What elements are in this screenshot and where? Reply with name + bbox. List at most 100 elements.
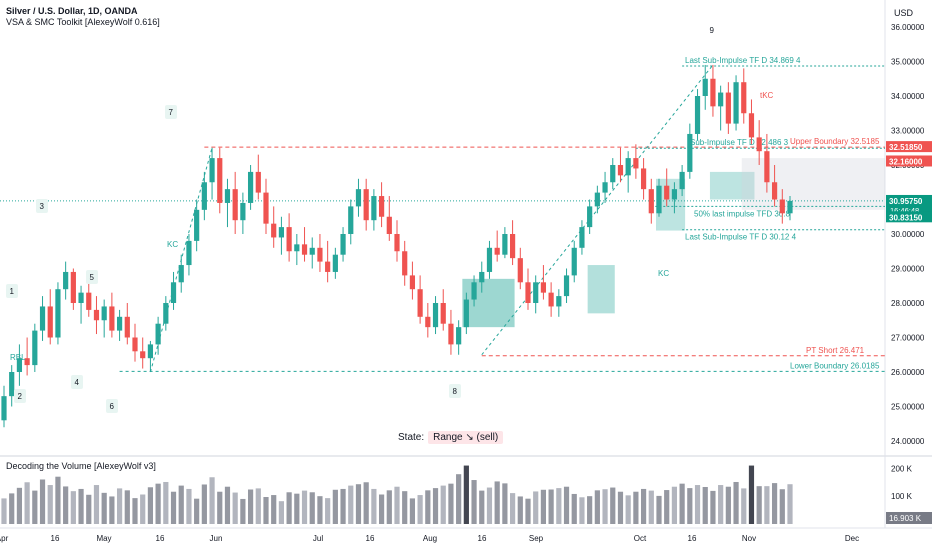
- volume-bar: [101, 492, 107, 524]
- candle-body: [201, 182, 207, 210]
- volume-indicator-title[interactable]: Decoding the Volume [AlexeyWolf v3]: [6, 461, 156, 471]
- currency-label[interactable]: USD: [894, 8, 914, 18]
- candle-body: [594, 192, 600, 207]
- volume-bar: [93, 485, 100, 524]
- candle-body: [563, 275, 570, 297]
- volume-bar: [471, 480, 477, 524]
- volume-bar: [563, 486, 570, 524]
- volume-bar: [764, 486, 770, 524]
- price-tick-label: 24.00000: [891, 437, 925, 446]
- volume-bar: [587, 496, 593, 524]
- candle-body: [101, 306, 107, 321]
- volume-bar: [286, 492, 292, 524]
- wave-label: 8: [453, 387, 458, 396]
- volume-bar: [39, 479, 46, 524]
- candle-body: [548, 292, 554, 307]
- candle-body: [32, 330, 38, 366]
- volume-bar: [209, 477, 215, 524]
- volume-bar: [502, 483, 508, 524]
- symbol-title[interactable]: Silver / U.S. Dollar, 1D, OANDA: [6, 6, 138, 16]
- price-tag: [886, 141, 932, 153]
- candle-body: [86, 292, 92, 310]
- candle-body: [602, 182, 608, 193]
- annotation-label: KC: [167, 240, 178, 249]
- volume-legend: Decoding the Volume [AlexeyWolf v3]: [6, 461, 156, 472]
- volume-bar: [16, 487, 23, 524]
- volume-bar: [633, 491, 639, 524]
- volume-bar: [371, 488, 377, 524]
- candle-body: [664, 185, 670, 200]
- candle-body: [479, 271, 485, 283]
- volume-bar: [525, 498, 531, 524]
- candle-body: [517, 258, 523, 283]
- wave-label-bg: [14, 389, 26, 403]
- candle-body: [263, 192, 269, 224]
- volume-bar: [124, 490, 130, 524]
- annotation-label: tKC: [760, 91, 774, 100]
- volume-bar: [9, 493, 15, 524]
- candle-body: [132, 337, 138, 352]
- candle-body: [463, 299, 469, 328]
- candle-body: [394, 234, 400, 252]
- time-tick-label: Dec: [845, 534, 859, 543]
- candle-body: [363, 189, 369, 221]
- time-tick-label: 16: [51, 534, 60, 543]
- candle-body: [224, 189, 231, 203]
- volume-bar: [756, 486, 762, 524]
- candle-body: [140, 351, 146, 359]
- candle-body: [771, 182, 778, 200]
- time-tick-label: Jun: [210, 534, 223, 543]
- candle-body: [78, 292, 84, 303]
- volume-bar: [116, 488, 123, 524]
- volume-tick-label: 100 K: [891, 492, 913, 501]
- state-label: State:: [398, 432, 425, 443]
- volume-bar: [725, 486, 731, 524]
- candle-body: [317, 247, 323, 262]
- wave-label: 3: [40, 202, 45, 211]
- candle-body: [325, 261, 331, 272]
- candle-body: [155, 323, 161, 345]
- candle-body: [417, 289, 423, 317]
- volume-bar: [271, 495, 277, 524]
- volume-bar: [579, 497, 585, 524]
- candle-body: [617, 165, 624, 176]
- annotation-label: KC: [658, 269, 669, 278]
- candle-body: [671, 189, 678, 200]
- candle-body: [725, 92, 731, 124]
- candle-body: [656, 185, 662, 214]
- volume-bar: [170, 491, 177, 524]
- candle-body: [587, 206, 593, 228]
- time-tick-label: Oct: [634, 534, 647, 543]
- candle-body: [432, 303, 439, 328]
- volume-bar: [263, 497, 269, 524]
- level-label-sub-impulse: Sub-Impulse TF D 32.486 3: [690, 138, 789, 147]
- price-tag-label: 32.16000: [889, 157, 923, 166]
- candle-body: [93, 309, 100, 321]
- candle-body: [178, 265, 184, 283]
- indicator-title[interactable]: VSA & SMC Toolkit [AlexeyWolf 0.616]: [6, 17, 160, 27]
- candle-body: [170, 282, 177, 303]
- volume-bar: [748, 465, 755, 524]
- volume-bar: [540, 489, 547, 524]
- price-tag-label: 30.95750: [889, 197, 923, 206]
- impulse-line: [481, 64, 714, 356]
- candle-body: [286, 227, 292, 252]
- volume-bar: [440, 485, 446, 524]
- candle-body: [39, 306, 46, 331]
- volume-bar: [86, 494, 92, 524]
- candle-body: [409, 275, 416, 290]
- candle-body: [232, 189, 238, 221]
- candle-body: [579, 227, 585, 248]
- volume-bar: [556, 488, 562, 524]
- candle-body: [340, 234, 346, 255]
- candle-body: [556, 296, 562, 307]
- time-tick-label: May: [96, 534, 111, 543]
- volume-bar: [571, 493, 577, 524]
- level-label-upper-boundary: Upper Boundary 32.5185: [790, 137, 880, 146]
- time-tick-label: 16: [688, 534, 697, 543]
- candle-body: [163, 303, 169, 324]
- candle-body: [47, 306, 53, 338]
- price-tick-label: 36.00000: [891, 23, 925, 32]
- time-tick-label: Aug: [423, 534, 437, 543]
